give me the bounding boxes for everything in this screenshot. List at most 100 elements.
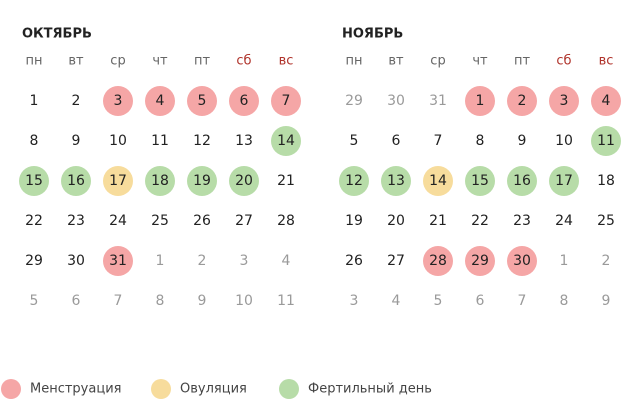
day-number: 2 [518, 93, 527, 109]
day-number: 8 [30, 133, 39, 149]
day-number: 17 [555, 173, 573, 189]
day-number: 5 [30, 293, 39, 309]
day-number: 2 [602, 253, 611, 269]
legend-swatch [151, 379, 171, 399]
weekday-label: пт [514, 54, 530, 69]
day-number: 23 [67, 213, 85, 229]
day-number: 9 [602, 293, 611, 309]
weekday-label: сб [236, 54, 251, 69]
day-number: 31 [109, 253, 127, 269]
day-number: 26 [345, 253, 363, 269]
weekday-label: вт [388, 54, 404, 69]
day-highlight [145, 166, 175, 196]
day-number: 29 [25, 253, 43, 269]
day-highlight [465, 166, 495, 196]
legend-label: Менструация [30, 382, 121, 397]
day-number: 16 [67, 173, 85, 189]
day-number: 20 [387, 213, 405, 229]
day-highlight [103, 166, 133, 196]
legend-swatch [279, 379, 299, 399]
day-number: 3 [240, 253, 249, 269]
day-number: 6 [240, 93, 249, 109]
weekday-label: пн [26, 54, 43, 69]
day-number: 17 [109, 173, 127, 189]
day-number: 22 [471, 213, 489, 229]
day-number: 27 [235, 213, 253, 229]
day-number: 4 [392, 293, 401, 309]
day-number: 12 [345, 173, 363, 189]
day-number: 5 [350, 133, 359, 149]
day-number: 1 [156, 253, 165, 269]
day-number: 27 [387, 253, 405, 269]
weekday-label: ср [110, 54, 125, 69]
day-number: 10 [109, 133, 127, 149]
day-number: 29 [345, 93, 363, 109]
legend-swatch [1, 379, 21, 399]
day-number: 1 [30, 93, 39, 109]
day-number: 14 [277, 133, 295, 149]
legend-label: Овуляция [180, 382, 247, 397]
day-number: 10 [235, 293, 253, 309]
day-number: 16 [513, 173, 531, 189]
day-number: 1 [476, 93, 485, 109]
day-number: 4 [602, 93, 611, 109]
day-number: 22 [25, 213, 43, 229]
day-number: 30 [387, 93, 405, 109]
day-number: 29 [471, 253, 489, 269]
day-number: 21 [429, 213, 447, 229]
day-number: 12 [193, 133, 211, 149]
day-number: 4 [282, 253, 291, 269]
day-highlight [187, 86, 217, 116]
weekday-label: ср [430, 54, 445, 69]
weekday-label: пн [346, 54, 363, 69]
legend-label: Фертильный день [308, 382, 432, 397]
day-number: 30 [513, 253, 531, 269]
month-title: НОЯБРЬ [342, 27, 403, 42]
weekday-label: вс [599, 54, 614, 69]
day-number: 6 [392, 133, 401, 149]
day-number: 2 [198, 253, 207, 269]
day-number: 25 [597, 213, 615, 229]
day-number: 28 [277, 213, 295, 229]
day-highlight [271, 86, 301, 116]
day-highlight [339, 166, 369, 196]
day-number: 5 [198, 93, 207, 109]
day-number: 8 [156, 293, 165, 309]
day-number: 3 [114, 93, 123, 109]
day-highlight [423, 166, 453, 196]
day-number: 5 [434, 293, 443, 309]
day-number: 14 [429, 173, 447, 189]
day-highlight [591, 86, 621, 116]
day-highlight [549, 86, 579, 116]
day-number: 11 [597, 133, 615, 149]
day-number: 28 [429, 253, 447, 269]
day-number: 7 [434, 133, 443, 149]
day-number: 13 [387, 173, 405, 189]
day-highlight [61, 166, 91, 196]
day-number: 25 [151, 213, 169, 229]
day-number: 3 [560, 93, 569, 109]
day-number: 7 [282, 93, 291, 109]
day-number: 20 [235, 173, 253, 189]
day-number: 9 [72, 133, 81, 149]
day-highlight [145, 86, 175, 116]
day-number: 10 [555, 133, 573, 149]
day-highlight [549, 166, 579, 196]
weekday-label: пт [194, 54, 210, 69]
day-number: 11 [277, 293, 295, 309]
day-number: 11 [151, 133, 169, 149]
day-number: 8 [476, 133, 485, 149]
day-number: 19 [345, 213, 363, 229]
weekday-label: вс [279, 54, 294, 69]
day-number: 6 [476, 293, 485, 309]
day-highlight [465, 246, 495, 276]
day-number: 30 [67, 253, 85, 269]
day-highlight [187, 166, 217, 196]
day-highlight [229, 166, 259, 196]
day-number: 21 [277, 173, 295, 189]
day-number: 9 [198, 293, 207, 309]
day-highlight [507, 166, 537, 196]
day-number: 26 [193, 213, 211, 229]
day-number: 15 [471, 173, 489, 189]
